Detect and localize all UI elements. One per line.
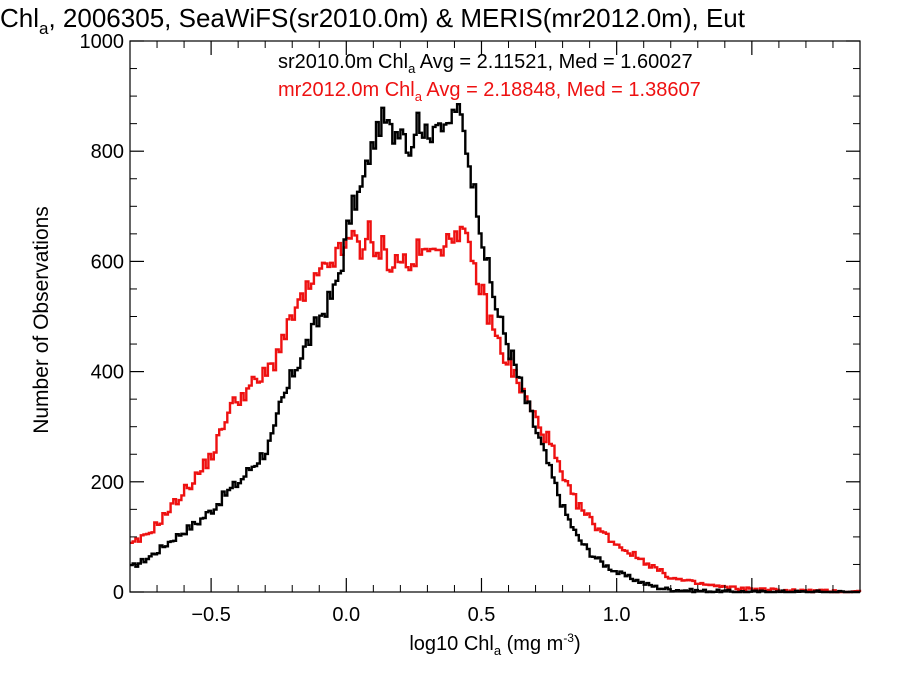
plot-frame (129, 40, 861, 593)
y-axis-label: Number of Observations (30, 206, 53, 434)
x-tick-label: 1.0 (603, 604, 631, 626)
legend-entry-mr2012: mr2012.0m Chla Avg = 2.18848, Med = 1.38… (278, 79, 701, 104)
x-tick-label: 0.0 (332, 604, 360, 626)
x-tick-label: 1.5 (738, 604, 766, 626)
y-tick-label: 600 (91, 251, 124, 273)
chart-title: Chla, 2006305, SeaWiFS(sr2010.0m) & MERI… (0, 3, 746, 38)
series-line-sr2010.0m (130, 103, 860, 594)
x-axis-label: log10 Chla (mg m-3) (409, 631, 580, 658)
x-tick-label: 0.5 (468, 604, 496, 626)
y-tick-label: 0 (113, 582, 124, 604)
y-tick-label: 800 (91, 141, 124, 163)
y-tick-label: 400 (91, 362, 124, 384)
x-tick-label: −0.5 (191, 604, 230, 626)
legend-entry-sr2010: sr2010.0m Chla Avg = 2.11521, Med = 1.60… (278, 51, 693, 76)
plot-area: −0.5 0.0 0.5 1.0 1.5 0 200 400 600 800 1000 (80, 31, 862, 626)
y-tick-label: 200 (91, 472, 124, 494)
y-tick-label: 1000 (80, 31, 125, 53)
series-line-mr2012.0m (130, 220, 862, 594)
